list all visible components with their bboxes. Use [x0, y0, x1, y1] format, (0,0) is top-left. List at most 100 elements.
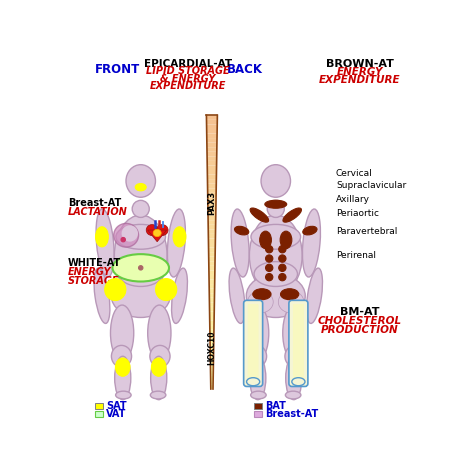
- Ellipse shape: [251, 224, 301, 249]
- Polygon shape: [209, 261, 215, 266]
- Text: HOXC10: HOXC10: [208, 331, 217, 365]
- Polygon shape: [210, 316, 214, 320]
- Text: Perirenal: Perirenal: [336, 251, 376, 260]
- Polygon shape: [207, 156, 217, 161]
- Ellipse shape: [250, 356, 266, 400]
- Polygon shape: [207, 147, 217, 152]
- Text: Breast-AT: Breast-AT: [68, 198, 121, 208]
- Bar: [95, 411, 103, 417]
- Polygon shape: [210, 371, 213, 375]
- Text: LIPID STORAGE: LIPID STORAGE: [146, 66, 230, 76]
- Ellipse shape: [307, 268, 322, 323]
- Polygon shape: [209, 257, 215, 261]
- Polygon shape: [207, 120, 217, 124]
- Ellipse shape: [267, 201, 284, 218]
- Text: Axillary: Axillary: [336, 195, 370, 204]
- Polygon shape: [210, 343, 214, 348]
- Polygon shape: [208, 197, 216, 202]
- Ellipse shape: [246, 305, 269, 361]
- Polygon shape: [207, 134, 217, 138]
- Ellipse shape: [229, 268, 245, 323]
- Polygon shape: [208, 207, 216, 211]
- Ellipse shape: [280, 231, 292, 249]
- Polygon shape: [209, 275, 215, 280]
- Ellipse shape: [253, 289, 271, 300]
- Ellipse shape: [146, 225, 158, 236]
- FancyBboxPatch shape: [244, 301, 263, 386]
- Text: FRONT: FRONT: [94, 63, 140, 76]
- Bar: [95, 403, 103, 409]
- Polygon shape: [207, 165, 217, 170]
- Ellipse shape: [285, 391, 301, 399]
- Ellipse shape: [248, 291, 273, 313]
- Ellipse shape: [246, 378, 260, 386]
- Polygon shape: [210, 302, 214, 307]
- Ellipse shape: [111, 346, 132, 367]
- Ellipse shape: [150, 391, 166, 399]
- Text: STORAGE: STORAGE: [68, 275, 119, 286]
- Ellipse shape: [167, 209, 185, 277]
- Polygon shape: [208, 193, 216, 197]
- Polygon shape: [207, 143, 217, 147]
- Ellipse shape: [96, 227, 109, 247]
- Text: PRODUCTION: PRODUCTION: [321, 325, 399, 335]
- Ellipse shape: [250, 208, 269, 222]
- Ellipse shape: [132, 201, 149, 218]
- Ellipse shape: [105, 279, 126, 301]
- Polygon shape: [211, 384, 213, 389]
- Ellipse shape: [115, 356, 131, 400]
- Ellipse shape: [135, 183, 146, 191]
- Ellipse shape: [246, 274, 305, 318]
- Text: LACTATION: LACTATION: [68, 207, 128, 217]
- Polygon shape: [209, 243, 215, 247]
- Ellipse shape: [281, 289, 299, 300]
- Polygon shape: [206, 115, 218, 120]
- Ellipse shape: [251, 391, 266, 399]
- Text: Periaortic: Periaortic: [336, 210, 379, 219]
- Ellipse shape: [114, 215, 167, 296]
- Polygon shape: [210, 320, 214, 325]
- Text: Cervical: Cervical: [336, 169, 373, 178]
- Ellipse shape: [150, 346, 170, 367]
- Polygon shape: [210, 311, 214, 316]
- Ellipse shape: [283, 305, 306, 361]
- Bar: [254, 403, 262, 409]
- Ellipse shape: [96, 209, 114, 277]
- Text: VAT: VAT: [106, 409, 127, 419]
- Text: SAT: SAT: [106, 401, 127, 411]
- Text: EXPENDITURE: EXPENDITURE: [150, 81, 227, 91]
- Ellipse shape: [155, 279, 177, 301]
- Polygon shape: [207, 152, 217, 156]
- Ellipse shape: [302, 209, 320, 277]
- Polygon shape: [210, 362, 213, 366]
- Polygon shape: [148, 230, 167, 242]
- Ellipse shape: [121, 225, 138, 242]
- Ellipse shape: [231, 209, 249, 277]
- FancyBboxPatch shape: [248, 304, 259, 383]
- Polygon shape: [210, 380, 213, 384]
- Polygon shape: [207, 161, 217, 165]
- FancyBboxPatch shape: [289, 301, 308, 386]
- Ellipse shape: [265, 200, 287, 208]
- Ellipse shape: [110, 305, 134, 361]
- Polygon shape: [207, 138, 217, 143]
- Ellipse shape: [265, 264, 273, 272]
- Text: Supraclavicular: Supraclavicular: [336, 181, 406, 190]
- Ellipse shape: [121, 237, 126, 242]
- Ellipse shape: [114, 223, 138, 247]
- Text: ENERGY: ENERGY: [337, 67, 383, 77]
- Ellipse shape: [126, 164, 155, 197]
- Ellipse shape: [112, 254, 169, 282]
- Text: BM-AT: BM-AT: [340, 307, 380, 318]
- Ellipse shape: [111, 274, 170, 318]
- Polygon shape: [209, 289, 215, 293]
- Text: CHOLESTEROL: CHOLESTEROL: [318, 316, 402, 326]
- Text: PAX3: PAX3: [208, 191, 217, 215]
- Ellipse shape: [279, 255, 286, 262]
- Bar: [254, 411, 262, 417]
- Ellipse shape: [279, 273, 286, 281]
- Polygon shape: [207, 124, 217, 129]
- FancyBboxPatch shape: [293, 304, 304, 383]
- Ellipse shape: [254, 262, 298, 286]
- Polygon shape: [207, 170, 217, 174]
